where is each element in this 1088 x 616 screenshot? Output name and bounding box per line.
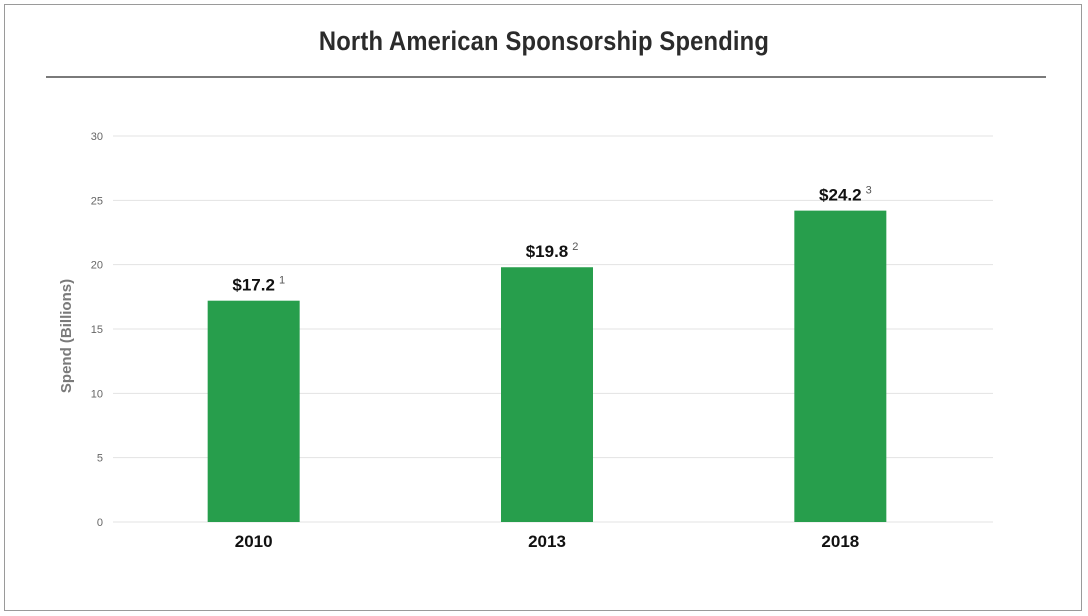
bar xyxy=(501,267,593,522)
y-axis-ticks: 0 5 10 15 20 25 30 xyxy=(91,131,103,529)
x-category-label: 2018 xyxy=(821,532,859,551)
bars xyxy=(207,210,887,523)
y-tick-label: 20 xyxy=(91,260,103,272)
footnote-marker: 1 xyxy=(279,275,285,287)
y-tick-label: 0 xyxy=(97,517,103,529)
x-category-label: 2013 xyxy=(528,532,566,551)
bar xyxy=(794,210,887,523)
y-tick-label: 25 xyxy=(91,195,103,207)
bar-labels: $17.2 1 $19.8 2 $24.2 3 xyxy=(232,185,871,295)
title-divider xyxy=(46,76,1046,78)
bar xyxy=(207,300,300,522)
y-tick-label: 10 xyxy=(91,388,103,400)
x-axis-categories: 2010 2013 2018 xyxy=(235,532,859,551)
bar-value-label: $17.2 xyxy=(232,276,275,295)
y-axis-label: Spend (Billions) xyxy=(58,279,75,393)
chart-title: North American Sponsorship Spending xyxy=(318,26,770,56)
x-category-label: 2010 xyxy=(235,532,273,551)
footnote-marker: 2 xyxy=(572,241,578,253)
y-tick-label: 5 xyxy=(97,453,103,465)
bar-value-label: $24.2 xyxy=(819,186,862,205)
y-tick-label: 15 xyxy=(91,324,103,336)
y-tick-label: 30 xyxy=(91,131,103,143)
bar-value-label: $19.8 xyxy=(526,242,569,261)
footnote-marker: 3 xyxy=(866,185,872,197)
